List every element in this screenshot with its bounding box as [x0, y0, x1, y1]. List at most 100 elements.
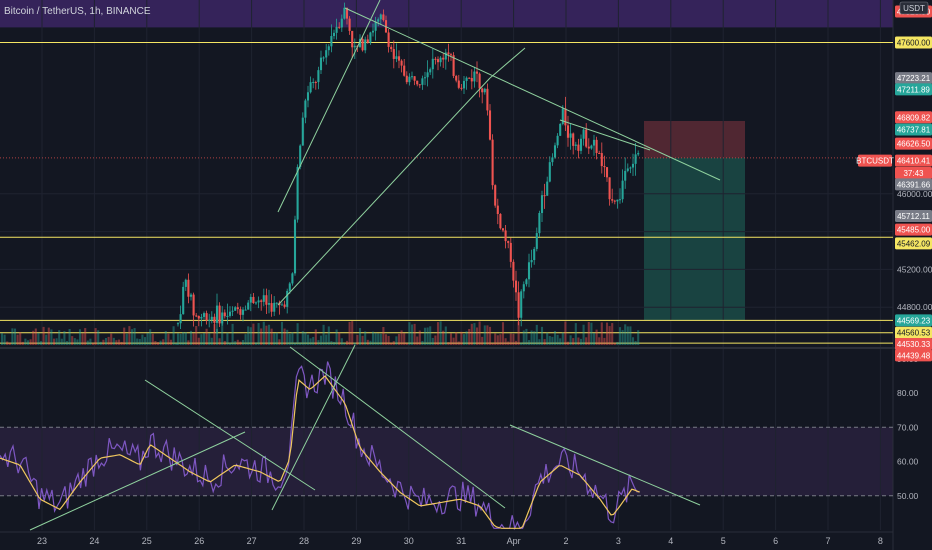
volume-bar	[68, 329, 71, 345]
volume-bar	[504, 338, 507, 345]
candle-body	[283, 304, 286, 307]
candle	[262, 288, 265, 307]
candle	[249, 293, 252, 312]
candle	[275, 302, 278, 308]
price-tag: 47600.00	[895, 36, 932, 49]
volume-bar	[110, 333, 113, 345]
price-tag-label: BTCUSDT	[856, 157, 894, 166]
position-stop-zone[interactable]	[644, 120, 745, 158]
candle	[499, 213, 502, 230]
candle-body	[296, 166, 299, 220]
trend-line[interactable]	[489, 47, 526, 79]
volume-bar	[626, 326, 629, 345]
candle-body	[410, 76, 414, 78]
candle	[590, 144, 593, 150]
position-target-zone[interactable]	[644, 157, 745, 321]
volume-bar	[314, 329, 317, 345]
volume-bar	[345, 340, 349, 345]
candle-body	[351, 30, 354, 48]
trend-line[interactable]	[559, 119, 651, 151]
price-tag: 46737.81	[895, 123, 932, 136]
volume-bar	[63, 331, 66, 345]
candle-body	[379, 14, 382, 20]
candle-body	[176, 323, 180, 325]
candle	[514, 270, 518, 301]
time-axis-label: 2	[563, 536, 568, 546]
volume-bar	[486, 325, 489, 345]
price-tag-label: 47211.89	[897, 85, 930, 94]
volume-bar	[125, 333, 128, 345]
volume-bar	[353, 342, 356, 345]
candle-body	[416, 80, 419, 85]
candle	[221, 306, 224, 326]
volume-bar	[304, 332, 307, 345]
candle-body	[273, 302, 276, 312]
trend-line[interactable]	[277, 0, 381, 213]
price-tag: 45485.00	[895, 223, 932, 236]
trend-line[interactable]	[277, 77, 491, 306]
candle	[572, 132, 575, 155]
candle-body	[496, 205, 499, 214]
trend-line[interactable]	[29, 431, 246, 531]
trend-line[interactable]	[509, 424, 701, 506]
candle	[421, 75, 424, 90]
candle-body	[377, 19, 380, 22]
candle-body	[184, 279, 187, 287]
candle-body	[304, 100, 307, 118]
candle-body	[434, 58, 437, 60]
volume-bar	[530, 330, 533, 345]
candle	[618, 188, 622, 204]
candle-body	[286, 290, 289, 307]
candle	[486, 83, 489, 116]
candle-body	[426, 72, 429, 78]
candle	[223, 309, 226, 319]
candle-body	[182, 286, 185, 315]
candle	[265, 288, 268, 314]
candle	[345, 7, 349, 25]
volume-bar	[215, 328, 219, 345]
candle	[205, 310, 208, 325]
volume-bar	[624, 324, 627, 345]
candle	[592, 134, 596, 156]
price-tag: 44569.23	[895, 314, 932, 327]
candle	[616, 199, 619, 209]
candle	[470, 69, 473, 90]
candle-body	[226, 315, 229, 317]
candle	[504, 224, 507, 249]
currency-badge[interactable]: USDT	[899, 1, 929, 15]
volume-bar	[574, 323, 577, 345]
trend-line[interactable]	[271, 344, 356, 511]
candle-body	[512, 261, 515, 281]
volume-bar	[488, 326, 492, 345]
candle-body	[257, 300, 260, 303]
trend-line[interactable]	[344, 7, 721, 181]
candle-body	[457, 80, 460, 88]
volume-bar	[369, 340, 372, 345]
volume-bar	[213, 324, 216, 345]
volume-bar	[348, 321, 351, 345]
time-axis-label: 26	[194, 536, 204, 546]
candle-body	[566, 125, 570, 138]
candle	[509, 237, 512, 268]
volume-bar	[608, 326, 611, 345]
trend-line[interactable]	[144, 379, 316, 491]
candle-body	[241, 309, 245, 315]
candle	[364, 36, 367, 54]
time-axis-label: 4	[668, 536, 673, 546]
candle	[637, 150, 640, 157]
candle	[577, 138, 580, 159]
price-tag-bg	[895, 338, 932, 351]
price-tag: BTCUSDT	[856, 154, 894, 167]
volume-bar	[332, 341, 336, 345]
price-tag-bg	[895, 223, 932, 236]
candle	[439, 56, 442, 67]
volume-bar	[0, 333, 4, 345]
candle	[379, 13, 382, 24]
candle-body	[444, 52, 447, 60]
candle	[434, 56, 437, 65]
trend-line[interactable]	[289, 346, 506, 509]
candle-body	[189, 294, 193, 297]
volume-bar	[465, 331, 468, 345]
time-axis-label: 27	[247, 536, 257, 546]
